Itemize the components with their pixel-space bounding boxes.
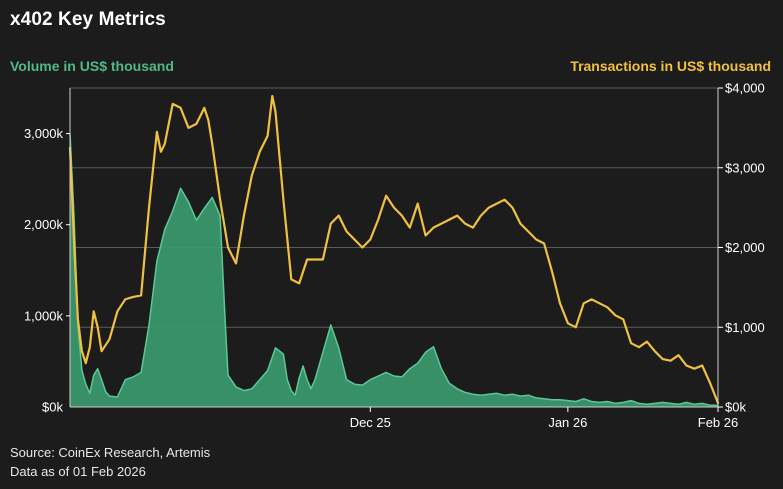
x-tick-label: Dec 25: [350, 415, 391, 430]
source-line: Source: CoinEx Research, Artemis: [10, 445, 211, 460]
left-tick-label: 2,000k: [24, 217, 64, 232]
transactions-line-layer: [68, 94, 720, 405]
right-axis-label: Transactions in US$ thousand: [570, 58, 771, 74]
left-tick-label: 3,000k: [24, 126, 64, 141]
right-tick-label: $4,000: [725, 81, 765, 96]
left-tick-label: 1,000k: [24, 308, 64, 323]
transactions-line: [68, 94, 720, 405]
left-axis-ticks: $0k 1,000k 2,000k 3,000k: [24, 126, 70, 415]
volume-area-layer: [69, 133, 718, 407]
data-date-line: Data as of 01 Feb 2026: [10, 464, 146, 479]
volume-area: [70, 133, 718, 407]
right-tick-label: $0k: [725, 400, 746, 415]
chart-title: x402 Key Metrics: [10, 9, 166, 30]
x-tick-label: Feb 26: [698, 415, 738, 430]
right-tick-label: $3,000: [725, 160, 765, 175]
x-tick-label: Jan 26: [548, 415, 587, 430]
right-tick-label: $1,000: [725, 320, 765, 335]
left-tick-label: $0k: [42, 400, 63, 415]
volume-line: [69, 133, 718, 406]
x-axis-ticks: Dec 25 Jan 26 Feb 26: [350, 407, 738, 430]
right-axis-ticks: $0k $1,000 $2,000 $3,000 $4,000: [718, 81, 765, 415]
right-tick-label: $2,000: [725, 240, 765, 255]
source-note: Source: CoinEx Research, Artemis Data as…: [10, 443, 210, 481]
left-axis-label: Volume in US$ thousand: [10, 58, 174, 74]
